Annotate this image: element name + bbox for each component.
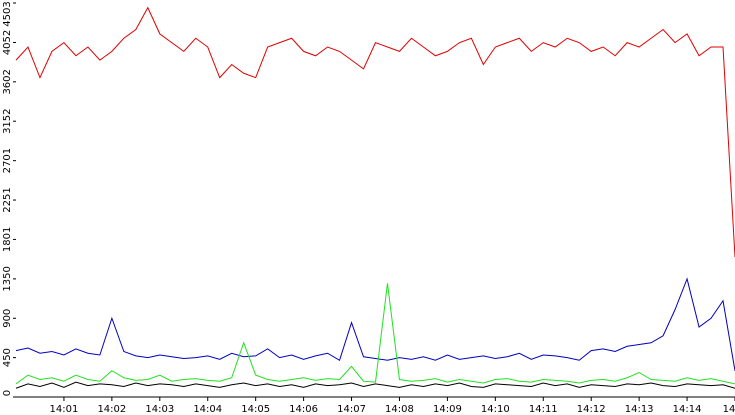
y-tick-label: 3602 <box>2 69 13 94</box>
y-tick-label: 2251 <box>2 187 13 212</box>
x-tick-label: 14:14 <box>673 404 702 415</box>
x-tick-label: 14:08 <box>385 404 414 415</box>
x-tick-label: 14:06 <box>289 404 318 415</box>
y-tick-label: 0 <box>2 390 13 396</box>
x-tick-label: 14:01 <box>50 404 79 415</box>
x-tick-label: 14:10 <box>481 404 510 415</box>
x-tick-label: 14:02 <box>97 404 126 415</box>
x-tick-label: 14:07 <box>337 404 366 415</box>
y-tick-label: 1801 <box>2 227 13 252</box>
y-tick-label: 1350 <box>2 266 13 291</box>
series-line <box>15 277 735 371</box>
x-tick-label: 14:11 <box>529 404 558 415</box>
series-line <box>15 283 735 385</box>
series-line <box>15 381 735 389</box>
series-line <box>15 6 735 258</box>
x-tick-label: 14:12 <box>577 404 606 415</box>
y-tick-label: 2701 <box>2 148 13 173</box>
y-tick-label: 3152 <box>2 108 13 133</box>
x-tick-label: 14:04 <box>193 404 222 415</box>
y-tick-label: 900 <box>2 309 13 328</box>
x-tick-label: 14:09 <box>433 404 462 415</box>
y-tick-label: 4052 <box>2 30 13 55</box>
y-tick-label: 4503 <box>2 1 13 26</box>
y-tick-label: 450 <box>2 348 13 367</box>
x-tick-label: 14:05 <box>241 404 270 415</box>
x-tick-label: 14:03 <box>145 404 174 415</box>
x-tick-label: 14 <box>723 404 735 415</box>
x-tick-label: 14:13 <box>625 404 654 415</box>
